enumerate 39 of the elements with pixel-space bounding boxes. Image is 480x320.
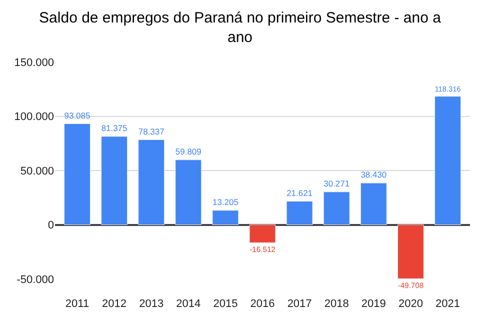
x-tick-label: 2020 [398, 298, 423, 310]
data-label: 78.337 [138, 126, 165, 136]
y-tick-label: -50.000 [16, 274, 54, 286]
x-tick-label: 2021 [436, 298, 460, 310]
bar [360, 182, 387, 225]
data-label: 30.271 [324, 178, 350, 189]
data-label: 13.205 [212, 197, 239, 208]
y-tick-label: 100.000 [14, 111, 54, 124]
y-tick-label: 50.000 [20, 165, 54, 178]
data-label: 59.809 [175, 146, 202, 157]
bar [175, 160, 202, 225]
data-label: 38.430 [360, 170, 387, 180]
bar [101, 136, 128, 225]
data-label: -49.708 [398, 280, 424, 290]
x-tick-label: 2013 [139, 298, 164, 310]
data-label: 21.621 [286, 188, 313, 198]
x-tick-label: 2016 [250, 298, 275, 310]
y-tick-label: 0 [48, 220, 54, 232]
y-tick-label: 150.000 [14, 56, 54, 69]
bar [398, 224, 424, 279]
x-tick-label: 2018 [324, 298, 349, 310]
bar [212, 210, 239, 225]
data-label: 81.375 [101, 123, 128, 134]
data-label: -16.512 [250, 244, 276, 254]
data-label: 118.316 [434, 84, 461, 94]
x-tick-label: 2011 [65, 298, 90, 310]
data-label: 93.085 [64, 110, 90, 120]
x-tick-label: 2012 [102, 298, 127, 310]
bar [434, 96, 461, 225]
x-tick-label: 2019 [361, 298, 386, 310]
x-tick-label: 2014 [176, 298, 201, 310]
bar [138, 140, 165, 225]
x-tick-label: 2015 [213, 298, 238, 310]
x-tick-label: 2017 [287, 298, 312, 310]
chart-title: Saldo de empregos do Paraná no primeiro Semestre - ano a ano [39, 9, 442, 46]
bar [64, 124, 90, 225]
bar [249, 224, 276, 243]
bar [323, 192, 350, 225]
bar [286, 201, 313, 225]
